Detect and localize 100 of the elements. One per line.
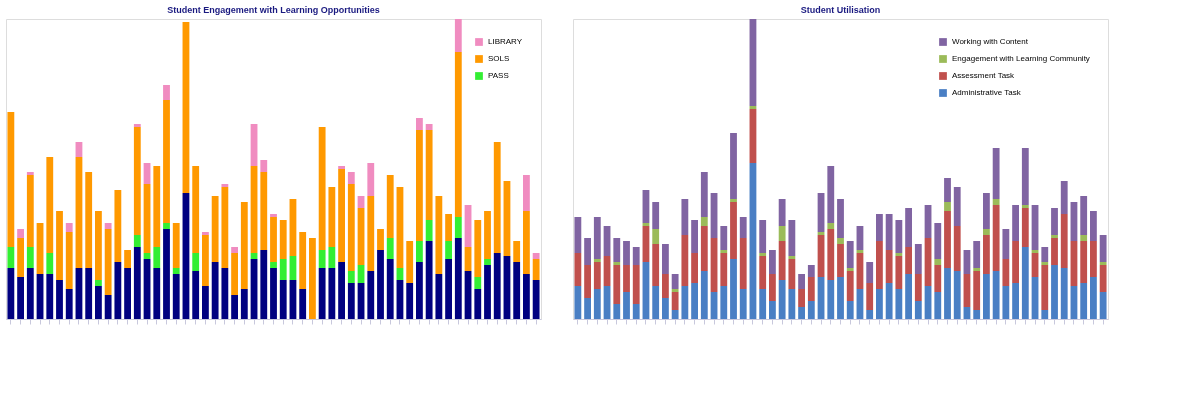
bar [992, 271, 1000, 319]
bar [26, 175, 34, 247]
bar [114, 262, 122, 319]
bar [623, 265, 630, 292]
bar [671, 274, 679, 289]
bar [260, 160, 268, 172]
bar [65, 289, 73, 319]
bar [299, 232, 307, 289]
bar [671, 292, 679, 310]
bar [613, 265, 621, 304]
bar [632, 304, 640, 319]
bar [1021, 247, 1029, 319]
bar [778, 226, 786, 241]
bar [759, 256, 767, 289]
bar [807, 265, 815, 277]
bar [415, 130, 423, 241]
bar [593, 262, 601, 289]
bar [240, 202, 248, 289]
bar [895, 220, 903, 253]
bar [700, 217, 708, 226]
bar [944, 178, 951, 202]
bar [65, 223, 73, 232]
bar [1041, 310, 1049, 319]
bar [513, 262, 521, 319]
bar [652, 229, 660, 244]
bar [992, 199, 1000, 205]
bar [1099, 235, 1107, 262]
legend-label: SOLS [488, 54, 510, 63]
bar [85, 172, 93, 268]
bar [934, 292, 942, 319]
bar [522, 274, 530, 319]
bar [532, 253, 540, 259]
bar [778, 199, 786, 226]
bar [652, 244, 660, 286]
bar [661, 298, 669, 319]
bar [778, 280, 786, 319]
bar [114, 190, 122, 262]
bar [827, 223, 835, 229]
bar [613, 262, 621, 265]
bar [454, 52, 462, 217]
bar [613, 304, 621, 319]
bar [454, 238, 462, 319]
bar [192, 271, 200, 319]
legend-label: Assessment Task [952, 71, 1016, 80]
bar [260, 172, 268, 250]
bar [837, 238, 844, 244]
bar [798, 307, 806, 319]
bar [308, 238, 316, 319]
bar [493, 142, 501, 253]
bar [1051, 238, 1058, 265]
bar [104, 295, 112, 319]
bar [17, 277, 25, 319]
bar [866, 310, 874, 319]
bar [192, 253, 200, 271]
bar [1051, 235, 1058, 238]
bar [885, 250, 893, 283]
bar [798, 289, 806, 307]
bar [613, 238, 621, 262]
bar [1021, 208, 1029, 247]
bar [1060, 214, 1068, 268]
bar [65, 232, 73, 289]
bar [992, 205, 1000, 271]
bar [17, 229, 25, 238]
bar [7, 247, 15, 268]
bar [681, 235, 689, 286]
legend-label: Working with Content [952, 37, 1029, 46]
bar [522, 211, 530, 274]
bar [827, 280, 835, 319]
bar [875, 214, 883, 241]
bar [914, 274, 922, 301]
bar [133, 235, 141, 247]
bar [905, 208, 913, 247]
bar [691, 220, 699, 253]
bar [367, 163, 375, 196]
bar [1051, 265, 1058, 319]
bar [574, 286, 582, 319]
bar [201, 286, 209, 319]
bar [163, 223, 170, 229]
bar [425, 124, 433, 130]
bar [124, 250, 132, 268]
bar [279, 220, 287, 259]
bar [730, 259, 737, 319]
bar [681, 286, 689, 319]
bar [700, 271, 708, 319]
bar [944, 202, 951, 211]
bar [56, 211, 63, 280]
bar [415, 118, 423, 130]
bar [425, 130, 433, 220]
bar [338, 166, 346, 169]
bar [1080, 283, 1088, 319]
bar [759, 289, 767, 319]
bar [347, 283, 355, 319]
bar [593, 289, 601, 319]
bar [367, 271, 375, 319]
bar [133, 247, 141, 319]
bar [671, 289, 679, 292]
bar [425, 241, 433, 319]
bar [172, 268, 180, 274]
bar [328, 187, 336, 247]
bar [720, 250, 728, 253]
